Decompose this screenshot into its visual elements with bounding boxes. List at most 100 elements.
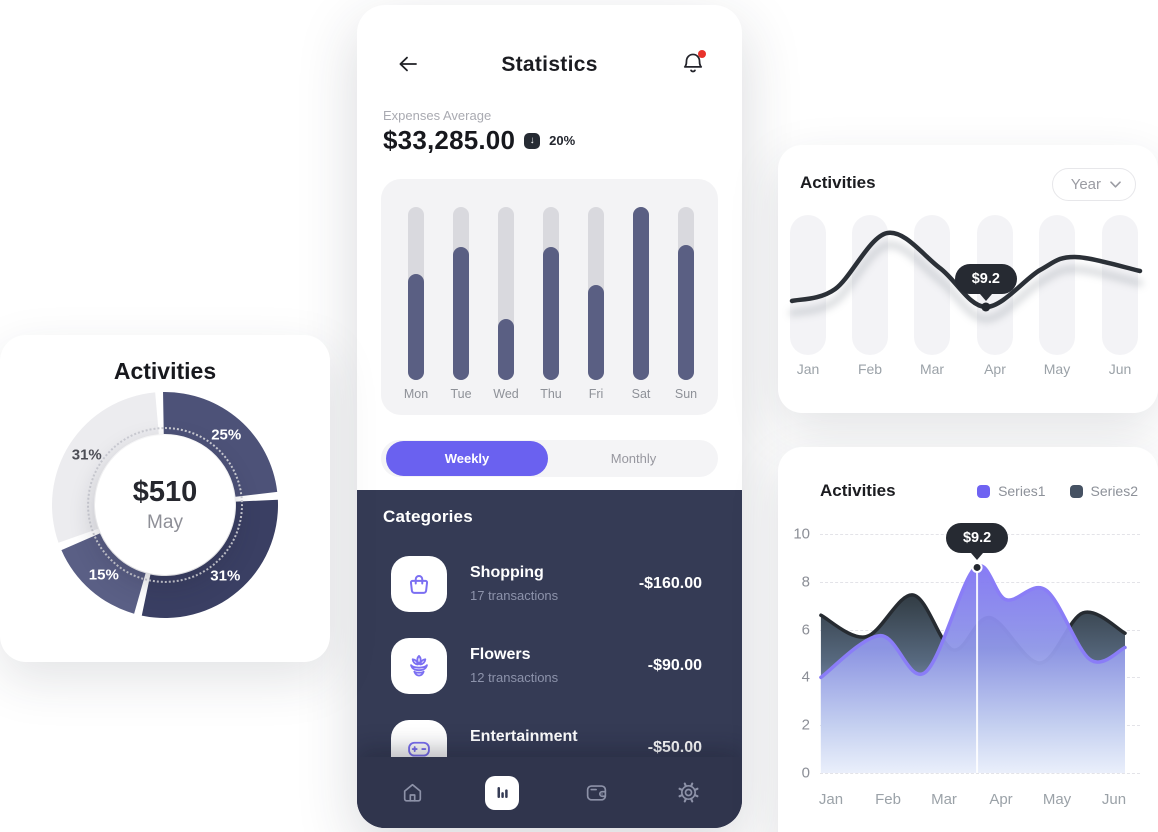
y-tick-label: 2 xyxy=(801,716,810,734)
donut-chart xyxy=(52,392,278,618)
toggle-monthly[interactable]: Monthly xyxy=(610,451,657,466)
line-chart-column xyxy=(1102,215,1138,355)
donut-center: $510 May xyxy=(95,435,235,575)
area-month-label: Jun xyxy=(1101,791,1127,808)
category-row-shopping[interactable]: Shopping 17 transactions -$160.00 xyxy=(357,542,742,624)
donut-segment-label: 31% xyxy=(210,567,241,585)
year-dropdown[interactable]: Year xyxy=(1051,168,1136,201)
bar-day-label: Thu xyxy=(540,387,562,401)
line-card-title: Activities xyxy=(800,173,876,192)
bar-day-label: Tue xyxy=(450,387,472,401)
bar-day-label: Sat xyxy=(631,387,651,401)
categories-section: Categories Shopping 17 transactions -$160.… xyxy=(357,490,742,828)
expenses-amount: $33,285.00 xyxy=(383,125,516,155)
bar-fill-fri xyxy=(588,284,604,380)
y-tick-label: 8 xyxy=(801,573,810,591)
bar-day-label: Mon xyxy=(403,387,429,401)
activities-area-card: Activities Series1 Series2 10 8 6 4 2 0 Jan Feb… xyxy=(778,447,1158,832)
chevron-down-icon xyxy=(1110,181,1121,188)
area-chart-tooltip: $9.2 xyxy=(946,523,1009,554)
expenses-average-label: Expenses Average xyxy=(383,108,492,123)
activities-line-card: Activities Year Jan Feb Mar Apr May Jun $9.2 xyxy=(778,145,1158,413)
nav-item-bar-chart[interactable] xyxy=(485,775,519,810)
donut-center-month: May xyxy=(147,512,183,533)
legend-swatch xyxy=(1069,484,1083,498)
notification-dot xyxy=(698,50,706,58)
category-amount: -$50.00 xyxy=(647,739,702,756)
y-tick-label: 4 xyxy=(801,668,810,686)
category-row-flowers[interactable]: Flowers 12 transactions -$90.00 xyxy=(357,624,742,706)
area-month-label: Jan xyxy=(818,791,844,808)
donut-segment-15% xyxy=(61,533,146,614)
donut-card-title: Activities xyxy=(113,358,217,384)
gamepad-icon xyxy=(408,741,430,757)
expenses-change: 20% xyxy=(549,133,576,148)
donut-segment-label: 15% xyxy=(88,566,119,584)
legend-label: Series2 xyxy=(1090,483,1138,499)
categories-list: Shopping 17 transactions -$160.00 Flowers 12… xyxy=(357,542,742,788)
bar-track-sun xyxy=(678,207,694,380)
y-tick-label: 0 xyxy=(801,764,810,782)
category-icon-tile xyxy=(391,638,447,694)
arrow-down-badge-icon: ↓ xyxy=(524,132,541,149)
period-toggle: Weekly Monthly xyxy=(381,440,718,477)
phone-statistics-screen: Statistics Expenses Average $33,285.00 ↓… xyxy=(357,5,742,828)
category-subtitle: 17 transactions xyxy=(470,588,559,603)
notifications-button[interactable] xyxy=(680,50,706,76)
categories-title: Categories xyxy=(383,507,473,526)
bar-track-sat xyxy=(633,207,649,380)
y-tick-label: 10 xyxy=(793,525,810,543)
bar-fill-sun xyxy=(678,245,694,380)
area-series1-fill xyxy=(820,565,1125,773)
line-chart-tooltip: $9.2 xyxy=(954,263,1017,294)
bar-fill-tue xyxy=(453,246,469,380)
bar-day-label: Sun xyxy=(674,387,698,401)
category-amount: -$90.00 xyxy=(647,657,702,674)
chart-legend: Series1 Series2 xyxy=(977,483,1138,499)
bar-fill-thu xyxy=(543,246,559,380)
donut-segment-label: 25% xyxy=(211,426,242,444)
toggle-weekly[interactable]: Weekly xyxy=(386,441,548,476)
flower-icon xyxy=(410,655,428,677)
area-month-label: Mar xyxy=(931,791,957,808)
category-name: Entertainment xyxy=(470,728,578,745)
donut-segment-label: 31% xyxy=(71,446,102,464)
arrow-left-icon xyxy=(399,56,417,72)
gridline-0 xyxy=(820,773,1140,774)
bar-track-tue xyxy=(453,207,469,380)
nav-item-wallet[interactable] xyxy=(579,776,613,810)
legend-item-series1[interactable]: Series1 xyxy=(977,483,1046,499)
bar-track-mon xyxy=(408,207,424,380)
area-month-label: May xyxy=(1042,791,1072,808)
bar-chart-icon xyxy=(497,786,508,799)
bar-track-wed xyxy=(498,207,514,380)
area-card-title: Activities xyxy=(820,481,896,500)
bar-track-fri xyxy=(588,207,604,380)
line-chart-column xyxy=(852,215,888,355)
line-chart-column xyxy=(1039,215,1075,355)
category-amount: -$160.00 xyxy=(638,575,702,592)
line-month-label: May xyxy=(1043,361,1071,377)
donut-segment-31% xyxy=(141,499,278,618)
donut-center-value: $510 xyxy=(132,476,198,508)
area-month-label: Feb xyxy=(875,791,901,808)
bar-fill-mon xyxy=(408,274,424,380)
year-dropdown-value: Year xyxy=(1070,176,1101,193)
line-shadow xyxy=(789,241,1143,322)
area-chart xyxy=(819,561,1127,773)
legend-swatch xyxy=(977,484,991,498)
bar-fill-sat xyxy=(633,207,649,380)
donut-dotted-ring xyxy=(87,427,243,583)
nav-item-home[interactable] xyxy=(395,776,429,810)
category-name: Shopping xyxy=(470,564,544,581)
category-name: Flowers xyxy=(470,646,531,663)
bar-fill-wed xyxy=(498,319,514,380)
wallet-icon xyxy=(586,785,606,801)
line-month-label: Feb xyxy=(857,361,883,377)
nav-item-settings[interactable] xyxy=(671,776,705,810)
bar-day-label: Wed xyxy=(493,387,519,401)
legend-item-series2[interactable]: Series2 xyxy=(1069,483,1138,499)
back-button[interactable] xyxy=(395,51,421,77)
area-month-label: Apr xyxy=(989,791,1013,808)
